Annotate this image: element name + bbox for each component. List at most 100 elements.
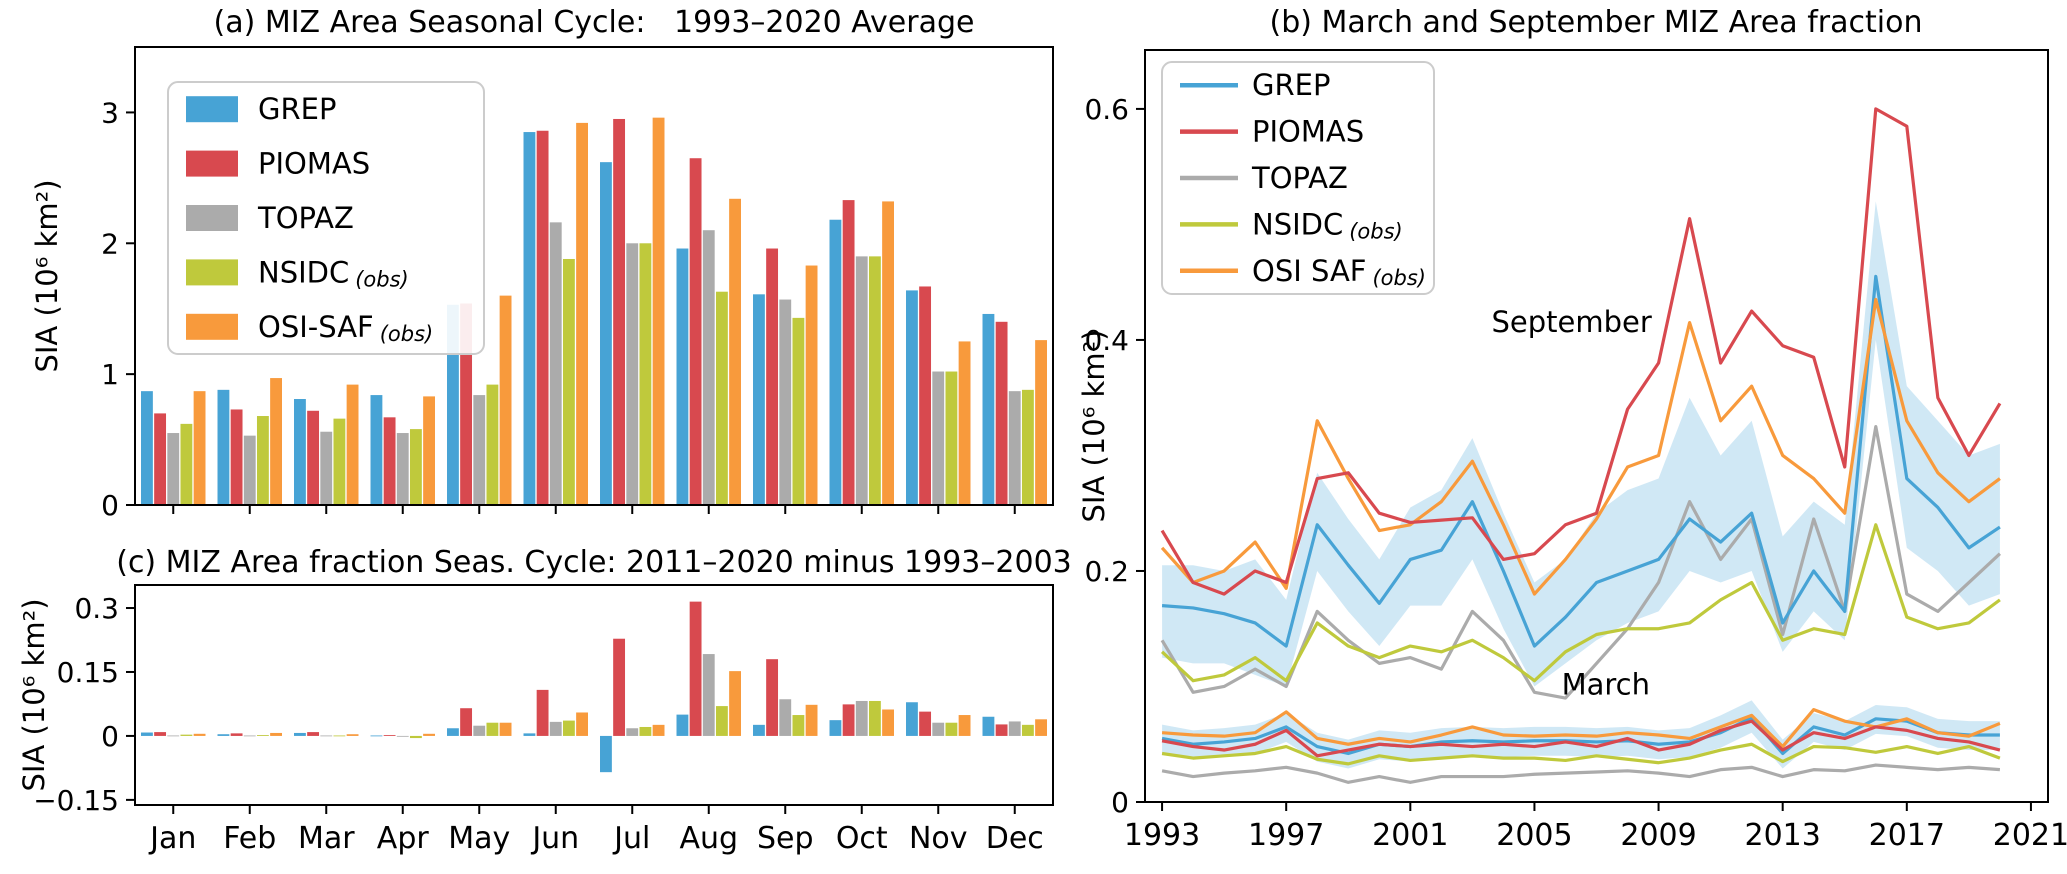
bar-GREP-Aug — [676, 714, 689, 736]
legend-label-TOPAZ: TOPAZ — [1251, 161, 1348, 195]
bar-TOPAZ-Nov — [932, 722, 945, 736]
panel-a-legend-box — [167, 81, 485, 355]
bar-GREP-Jan — [141, 732, 153, 736]
line-PIOMAS-september — [1160, 107, 2002, 596]
bar-PIOMAS-Oct — [842, 200, 855, 506]
bar-PIOMAS-May — [460, 708, 473, 736]
panel-b-ytick-label: 0.2 — [1084, 555, 1129, 588]
panel-b-xtick-label: 2013 — [1745, 818, 1821, 853]
panel-c-xtick-label: Sep — [757, 821, 814, 856]
bar-TOPAZ-Feb — [243, 435, 256, 505]
panel-a-ytick-label: 1 — [101, 358, 119, 391]
bar-OSI-SAF-Nov — [958, 715, 971, 736]
bar-GREP-Jun — [523, 733, 536, 736]
bar-GREP-Mar — [294, 732, 306, 736]
bar-GREP-Oct — [829, 720, 842, 736]
bar-TOPAZ-Nov — [932, 371, 945, 505]
bar-NSIDC-Aug — [715, 706, 728, 736]
bar-PIOMAS-Aug — [689, 601, 702, 736]
panel-c-ylabel: SIA (10⁶ km²) — [17, 598, 51, 791]
bar-PIOMAS-Sep — [766, 248, 779, 505]
bar-NSIDC-Apr — [409, 735, 422, 739]
line-NSIDC-march — [1161, 742, 2001, 766]
panel-b-frame — [1144, 49, 2049, 803]
bar-NSIDC-Sep — [792, 715, 805, 736]
bar-PIOMAS-Nov — [919, 286, 932, 505]
legend-label-PIOMAS: PIOMAS — [258, 147, 370, 181]
bar-TOPAZ-Mar — [320, 431, 333, 505]
bar-NSIDC-Oct — [868, 256, 881, 505]
panel-a-ytick-label: 3 — [101, 96, 119, 129]
chart-render-root: 0 1 2 3 GREP PIOMAS TOPAZ NSIDC (obs) OSI-SAF (obs… — [33, 46, 2067, 856]
legend-label-GREP: GREP — [258, 92, 336, 126]
panel-c-xtick-label: Jun — [530, 821, 579, 856]
bar-GREP-Jul — [600, 735, 612, 773]
bar-NSIDC-Mar — [333, 418, 346, 505]
bar-PIOMAS-Jun — [536, 130, 549, 505]
bar-GREP-Sep — [753, 724, 765, 736]
bar-TOPAZ-Dec — [1008, 721, 1021, 736]
bar-OSI-SAF-Jul — [652, 724, 665, 736]
line-OSI-SAF-march — [1161, 707, 2001, 749]
bar-GREP-Nov — [906, 290, 918, 505]
panel-c-xtick-label: Mar — [298, 821, 355, 856]
panel-c-xtick-label: Apr — [377, 821, 430, 856]
bar-PIOMAS-Jun — [536, 689, 549, 736]
line-TOPAZ-march — [1161, 763, 2001, 784]
panel-c-ytick-label: 0 — [101, 720, 119, 753]
bar-OSI-SAF-Mar — [346, 734, 359, 736]
bar-TOPAZ-Apr — [396, 433, 409, 505]
bar-NSIDC-Feb — [256, 735, 269, 736]
bar-GREP-Mar — [294, 399, 306, 505]
bar-OSI-SAF-Jun — [576, 122, 588, 505]
bar-GREP-Aug — [676, 248, 689, 505]
bar-OSI-SAF-Dec — [1035, 340, 1047, 505]
bar-OSI-SAF-Mar — [346, 384, 359, 505]
panel-b-ytick-label: 0.4 — [1084, 324, 1129, 357]
bar-NSIDC-Mar — [333, 735, 346, 737]
bar-PIOMAS-Mar — [307, 732, 320, 736]
panel-c-xtick-label: Jul — [612, 821, 650, 856]
line-OSI-SAF-september — [1160, 297, 2001, 596]
bar-TOPAZ-Oct — [855, 256, 868, 505]
bar-NSIDC-Jul — [639, 726, 652, 736]
bar-PIOMAS-Jan — [154, 413, 167, 505]
bar-OSI-SAF-Jan — [193, 733, 206, 736]
bar-PIOMAS-Jul — [613, 638, 626, 736]
bar-NSIDC-Apr — [409, 429, 422, 505]
bar-OSI-SAF-Apr — [423, 733, 435, 736]
bar-PIOMAS-Oct — [842, 704, 855, 736]
legend-label-NSIDC: NSIDC (obs) — [1252, 207, 1403, 243]
panel-b-ylabel: SIA (10⁶ km²) — [1077, 329, 1111, 522]
bar-PIOMAS-May — [460, 303, 473, 505]
bar-NSIDC-Dec — [1021, 389, 1034, 505]
bar-NSIDC-Nov — [945, 722, 958, 736]
bar-OSI-SAF-May — [499, 295, 512, 505]
bar-OSI-SAF-Jul — [652, 117, 665, 506]
bar-TOPAZ-Aug — [702, 654, 715, 736]
bar-NSIDC-Jun — [562, 258, 575, 505]
bar-GREP-Nov — [906, 702, 918, 736]
bar-NSIDC-May — [486, 722, 499, 736]
bar-OSI-SAF-Dec — [1035, 719, 1047, 736]
bar-TOPAZ-Sep — [779, 299, 792, 505]
bar-NSIDC-Jan — [180, 734, 193, 736]
panel-c-xtick-label: May — [448, 821, 510, 856]
bar-NSIDC-Jul — [639, 243, 652, 506]
bar-TOPAZ-Mar — [320, 735, 333, 737]
annotation-september: September — [1492, 305, 1652, 339]
bar-OSI-SAF-Nov — [958, 341, 971, 505]
bar-PIOMAS-Sep — [766, 659, 779, 736]
bar-PIOMAS-Jul — [613, 118, 626, 505]
bar-TOPAZ-Jun — [549, 721, 562, 736]
bar-GREP-Oct — [829, 219, 842, 505]
legend-label-PIOMAS: PIOMAS — [1252, 115, 1364, 149]
panel-b-xtick-label: 1993 — [1124, 818, 1200, 853]
bar-OSI-SAF-Sep — [805, 704, 818, 736]
panel-c-xtick-label: Aug — [679, 821, 738, 856]
bar-OSI-SAF-Apr — [423, 396, 435, 505]
bar-OSI-SAF-Jun — [576, 712, 588, 736]
bar-GREP-May — [447, 304, 459, 505]
